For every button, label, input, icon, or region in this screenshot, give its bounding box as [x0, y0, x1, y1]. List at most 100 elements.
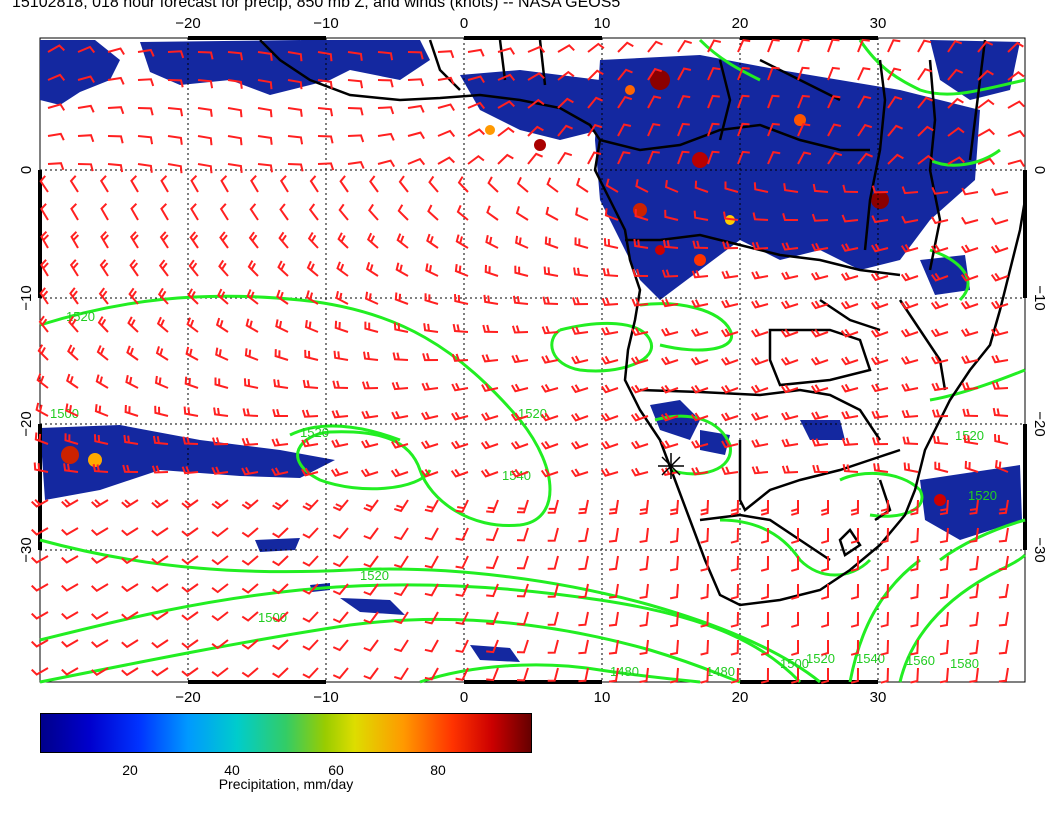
wind-barb [840, 356, 859, 366]
wind-barb [38, 315, 49, 333]
wind-barb [750, 328, 769, 338]
wind-barb [219, 231, 229, 249]
wind-barb [215, 347, 229, 361]
wind-barb [305, 290, 319, 305]
wind-barb [61, 667, 79, 676]
wind-barb [723, 211, 739, 221]
wind-barb [197, 135, 213, 146]
wind-barb [96, 345, 109, 361]
wind-barb [691, 270, 709, 279]
wind-barb [272, 527, 289, 539]
wind-barb [931, 355, 949, 365]
wind-barb [969, 667, 979, 683]
wind-barb [33, 462, 49, 473]
wind-barb [361, 439, 379, 449]
wind-barb [767, 94, 780, 109]
wind-barb [34, 432, 49, 445]
wind-barb [486, 611, 499, 626]
wind-barb [821, 556, 829, 572]
wind-barb [947, 68, 964, 81]
wind-barb [600, 468, 619, 477]
wind-barb [903, 462, 919, 473]
lat-tick-left: −10 [18, 285, 35, 310]
wind-barb [181, 639, 199, 649]
wind-barb [306, 260, 319, 277]
wind-barb [880, 499, 889, 516]
lon-tick-bottom: 20 [732, 689, 749, 706]
wind-barb [737, 66, 750, 81]
wind-barb [241, 437, 259, 446]
wind-barb [467, 128, 485, 137]
wind-barb [394, 611, 409, 625]
wind-barb [39, 175, 49, 193]
wind-barb [182, 436, 199, 445]
wind-barb [850, 611, 859, 628]
wind-barb [186, 317, 199, 333]
wind-barb [455, 667, 469, 681]
wind-barb [750, 384, 769, 394]
wind-barb [364, 321, 379, 333]
wind-barb [302, 667, 319, 679]
wind-barb [69, 287, 79, 305]
wind-barb [546, 177, 559, 193]
wind-barb [661, 269, 679, 278]
contour-label: 1520 [968, 488, 997, 503]
wind-barb [601, 326, 619, 336]
wind-barb [363, 351, 379, 361]
wind-barb [700, 667, 709, 684]
wind-barb [257, 107, 273, 118]
wind-barb [700, 611, 709, 628]
wind-barb [107, 135, 124, 144]
wind-barb [910, 527, 919, 544]
wind-barb [969, 583, 979, 599]
wind-barb [841, 410, 859, 420]
wind-barb [660, 440, 679, 449]
wind-barb [130, 175, 139, 193]
wind-barb [70, 203, 79, 221]
wind-barb [455, 499, 469, 513]
wind-barb [990, 272, 1009, 282]
wind-barb [257, 135, 273, 145]
wind-barb [391, 410, 409, 420]
wind-barb [724, 181, 739, 193]
wind-barb [454, 263, 469, 277]
wind-barb [394, 639, 409, 653]
wind-barb [639, 527, 649, 543]
lon-tick-top: 20 [732, 15, 749, 32]
wind-barb [197, 51, 214, 60]
wind-barb [693, 210, 709, 221]
wind-barb [197, 163, 213, 174]
wind-barb [227, 107, 243, 118]
wind-barb [810, 356, 829, 366]
contour-label: 1520 [955, 428, 984, 443]
wind-barb [630, 384, 649, 394]
lat-tick-right: −30 [1031, 537, 1048, 562]
wind-barb [690, 328, 709, 337]
wind-barb [781, 438, 799, 448]
wind-barb [241, 499, 259, 510]
wind-barb [917, 39, 932, 53]
wind-barb [608, 667, 619, 683]
wind-barb [167, 163, 183, 174]
wind-barb [780, 384, 799, 394]
wind-barb [601, 355, 619, 365]
wind-barb [377, 79, 394, 88]
wind-barb [910, 639, 919, 656]
wind-barb [407, 131, 425, 140]
wind-barb [576, 177, 589, 193]
wind-barb [302, 639, 319, 651]
wind-barb [730, 611, 739, 628]
wind-barb [639, 555, 649, 571]
wind-barb [272, 583, 289, 595]
wind-barb [617, 95, 633, 109]
wind-barb [151, 639, 169, 649]
wind-barb [600, 412, 619, 422]
lon-tick-top: 30 [870, 15, 887, 32]
wind-barb [363, 667, 379, 680]
wind-barb [630, 356, 649, 365]
station-marker [658, 453, 684, 479]
wind-barb [95, 374, 109, 389]
lon-tick-bottom: −20 [175, 689, 200, 706]
wind-barb [842, 184, 859, 193]
wind-barb [160, 175, 169, 193]
